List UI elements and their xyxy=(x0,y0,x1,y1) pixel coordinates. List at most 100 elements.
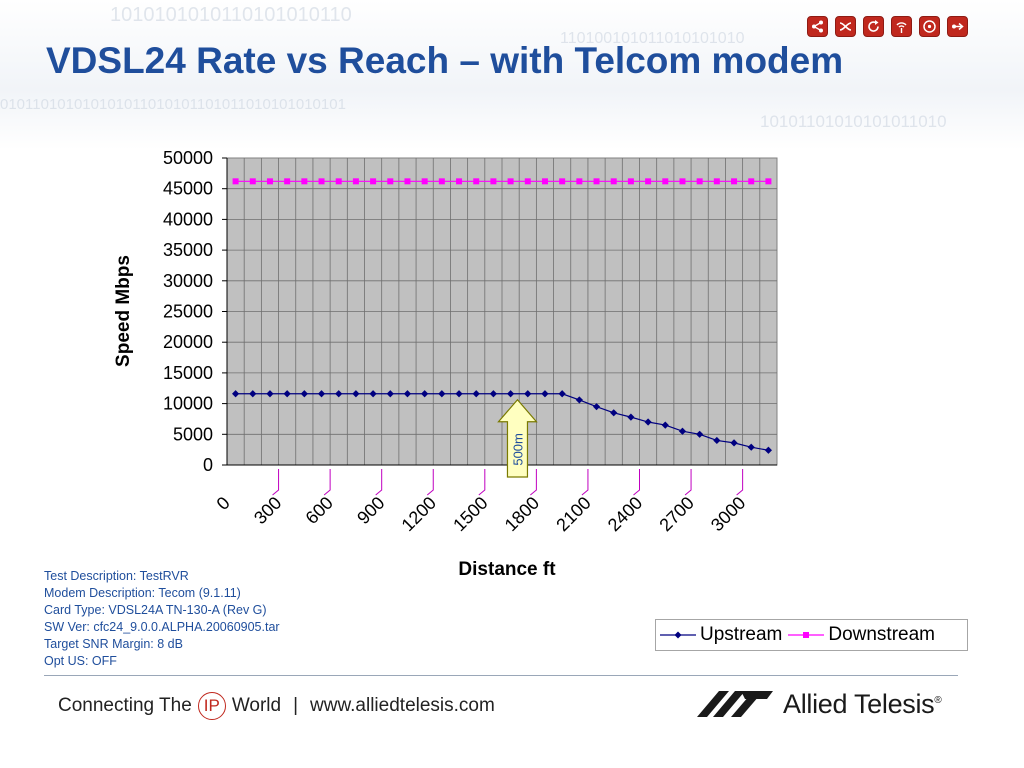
upstream-point xyxy=(438,390,446,398)
downstream-point xyxy=(490,178,497,185)
wireless-icon[interactable] xyxy=(891,16,912,37)
legend-item-upstream: Upstream xyxy=(660,624,782,646)
upstream-point xyxy=(489,390,498,398)
x-tick-label: 2100 xyxy=(552,493,594,535)
legend-label-downstream: Downstream xyxy=(828,624,936,645)
upstream-point xyxy=(266,390,274,398)
x-tick-label: 1800 xyxy=(501,493,543,535)
upstream-point xyxy=(506,390,515,398)
downstream-point xyxy=(370,178,377,185)
upstream-point xyxy=(644,418,652,426)
downstream-point xyxy=(662,178,669,185)
annotation-label: 500m xyxy=(510,433,525,466)
rate-vs-reach-chart: 0500010000150002000025000300003500040000… xyxy=(113,148,778,580)
downstream-point xyxy=(541,178,548,185)
binary-watermark: 1010101010110101010110 xyxy=(110,4,352,26)
tagline-separator: | xyxy=(293,695,299,716)
y-tick-label: 35000 xyxy=(163,240,213,260)
x-tick-label: 3000 xyxy=(707,493,749,535)
tagline-connecting: Connecting The xyxy=(58,695,192,716)
upstream-point xyxy=(661,421,669,429)
downstream-point xyxy=(645,178,652,185)
x-tick-label: 2400 xyxy=(604,493,646,535)
allied-telesis-logo-icon xyxy=(697,691,773,717)
x-tick xyxy=(736,469,744,496)
x-tick-label: 600 xyxy=(302,493,337,528)
downstream-point xyxy=(456,178,463,185)
downstream-point xyxy=(610,178,617,185)
downstream-point xyxy=(731,178,738,185)
downstream-point xyxy=(438,178,445,185)
upstream-point xyxy=(627,413,635,421)
upstream-point xyxy=(678,427,687,435)
downstream-point xyxy=(335,178,342,185)
series-group xyxy=(231,178,773,454)
slide-title: VDSL24 Rate vs Reach – with Telcom modem xyxy=(46,40,844,81)
downstream-point xyxy=(421,178,428,185)
annotation-group: 500m xyxy=(497,398,538,478)
sw-version: SW Ver: cfc24_9.0.0.ALPHA.20060905.tar xyxy=(44,620,280,634)
upstream-point xyxy=(352,390,360,398)
x-tick xyxy=(323,469,331,496)
upstream-point xyxy=(592,403,601,411)
modem-description: Modem Description: Tecom (9.1.11) xyxy=(44,586,241,600)
downstream-point xyxy=(404,178,411,185)
x-tick-label: 2700 xyxy=(655,493,697,535)
refresh-icon[interactable] xyxy=(863,16,884,37)
disc-icon[interactable] xyxy=(919,16,940,37)
test-info-panel: Test Description: TestRVR Modem Descript… xyxy=(44,568,280,670)
upstream-point xyxy=(455,390,463,398)
y-tick-label: 10000 xyxy=(163,394,213,414)
ip-logo-circle: IP xyxy=(197,692,226,720)
upstream-point xyxy=(369,390,377,398)
downstream-point xyxy=(352,178,359,185)
brand-text: Allied Telesis xyxy=(783,688,935,719)
binary-watermark: 110100101011010101010 xyxy=(560,30,745,47)
y-tick-label: 20000 xyxy=(163,332,213,352)
upstream-point xyxy=(283,390,291,398)
upstream-point xyxy=(575,396,583,404)
downstream-point xyxy=(593,178,600,185)
upstream-point xyxy=(421,390,429,398)
test-description: Test Description: TestRVR xyxy=(44,569,189,583)
x-tick-label: 0 xyxy=(213,493,234,514)
downstream-point xyxy=(232,178,239,185)
binary-watermark: 0101101010101010110101011010110101010101… xyxy=(0,96,346,113)
legend-key-upstream xyxy=(660,631,696,639)
card-type: Card Type: VDSL24A TN-130-A (Rev G) xyxy=(44,603,267,617)
upstream-point xyxy=(764,446,773,454)
x-tick xyxy=(375,469,383,496)
shuffle-icon[interactable] xyxy=(835,16,856,37)
upstream-point xyxy=(300,390,308,398)
brand-name: Allied Telesis® xyxy=(783,688,942,720)
y-tick-label: 50000 xyxy=(163,148,213,168)
tagline-world: World xyxy=(231,695,282,716)
y-tick-label: 45000 xyxy=(163,179,213,199)
downstream-point xyxy=(387,178,394,185)
upstream-point xyxy=(696,430,704,438)
downstream-point xyxy=(266,178,273,185)
network-icon[interactable] xyxy=(807,16,828,37)
x-tick xyxy=(684,469,692,496)
annotation-arrow xyxy=(497,398,538,478)
legend-label-upstream: Upstream xyxy=(700,624,783,645)
y-tick-label: 15000 xyxy=(163,363,213,383)
downstream-point xyxy=(696,178,703,185)
upstream-point xyxy=(317,390,326,398)
website-link[interactable]: www.alliedtelesis.com xyxy=(310,695,495,716)
forward-icon[interactable] xyxy=(947,16,968,37)
downstream-point xyxy=(627,178,634,185)
opt-us: Opt US: OFF xyxy=(44,654,117,668)
y-tick-label: 0 xyxy=(203,455,213,475)
upstream-point xyxy=(747,443,755,451)
upstream-point xyxy=(335,390,343,398)
upstream-point xyxy=(472,390,480,398)
upstream-point xyxy=(386,390,394,398)
downstream-point xyxy=(524,178,531,185)
upstream-point xyxy=(730,439,738,447)
y-tick-label: 5000 xyxy=(173,424,213,444)
downstream-point xyxy=(713,178,720,185)
x-tick xyxy=(478,469,486,496)
chart-legend: Upstream Downstream xyxy=(655,619,968,651)
y-tick-label: 25000 xyxy=(163,302,213,322)
